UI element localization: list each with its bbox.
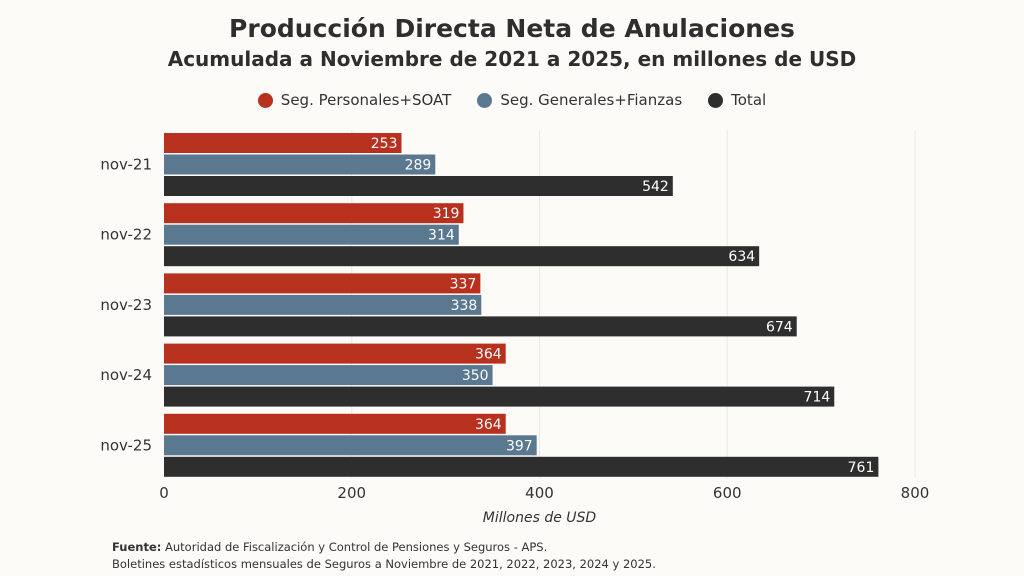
data-label: 350 [462, 368, 489, 384]
bar [164, 435, 537, 456]
y-tick-label: nov-25 [100, 436, 152, 454]
bar [164, 203, 464, 224]
data-label: 397 [506, 438, 533, 454]
bar [164, 294, 482, 315]
bar [164, 273, 481, 294]
data-label: 253 [371, 136, 398, 152]
bar [164, 316, 797, 337]
x-tick-label: 200 [337, 484, 366, 502]
data-label: 337 [450, 276, 477, 292]
legend-item-generales: Seg. Generales+Fianzas [477, 91, 682, 109]
legend: Seg. Personales+SOAT Seg. Generales+Fian… [0, 91, 1024, 109]
bar [164, 246, 760, 267]
data-label: 289 [405, 158, 432, 174]
legend-swatch-personales [257, 92, 273, 108]
bar [164, 154, 436, 175]
x-tick-label: 0 [159, 484, 169, 502]
y-tick-label: nov-24 [100, 366, 152, 384]
data-label: 634 [728, 249, 755, 265]
data-label: 761 [848, 460, 875, 476]
bar [164, 365, 493, 386]
chart-subtitle: Acumulada a Noviembre de 2021 a 2025, en… [167, 47, 857, 71]
bar [164, 176, 673, 196]
bar [164, 224, 459, 245]
legend-label-total: Total [731, 91, 767, 109]
data-label: 364 [475, 347, 502, 363]
data-label: 364 [475, 417, 502, 433]
data-label: 314 [428, 228, 455, 244]
legend-item-total: Total [708, 91, 766, 109]
y-tick-label: nov-21 [100, 156, 152, 174]
bar [164, 456, 879, 477]
source-line-1: Autoridad de Fiscalización y Control de … [165, 540, 548, 554]
bar [164, 413, 506, 434]
bar [164, 343, 506, 364]
chart-title: Producción Directa Neta de Anulaciones [229, 14, 795, 43]
data-label: 714 [804, 390, 831, 406]
x-axis-label: Millones de USD [482, 510, 597, 526]
legend-label-generales: Seg. Generales+Fianzas [500, 91, 683, 109]
x-tick-label: 800 [901, 484, 930, 502]
data-label: 674 [766, 319, 793, 335]
data-label: 338 [451, 298, 478, 314]
source-note: Fuente: Autoridad de Fiscalización y Con… [112, 539, 656, 573]
data-label: 319 [433, 206, 460, 222]
y-tick-label: nov-23 [100, 296, 152, 314]
bar [164, 133, 402, 153]
source-line-2: Boletines estadísticos mensuales de Segu… [112, 557, 656, 571]
source-label: Fuente: [112, 540, 162, 554]
legend-label-personales: Seg. Personales+SOAT [280, 91, 452, 109]
legend-swatch-total [708, 92, 724, 108]
legend-swatch-generales [477, 92, 493, 108]
legend-item-personales: Seg. Personales+SOAT [257, 91, 452, 109]
x-tick-label: 600 [713, 484, 742, 502]
bar [164, 386, 835, 407]
x-tick-label: 400 [525, 484, 554, 502]
y-tick-label: nov-22 [100, 226, 152, 244]
data-label: 542 [642, 179, 669, 195]
